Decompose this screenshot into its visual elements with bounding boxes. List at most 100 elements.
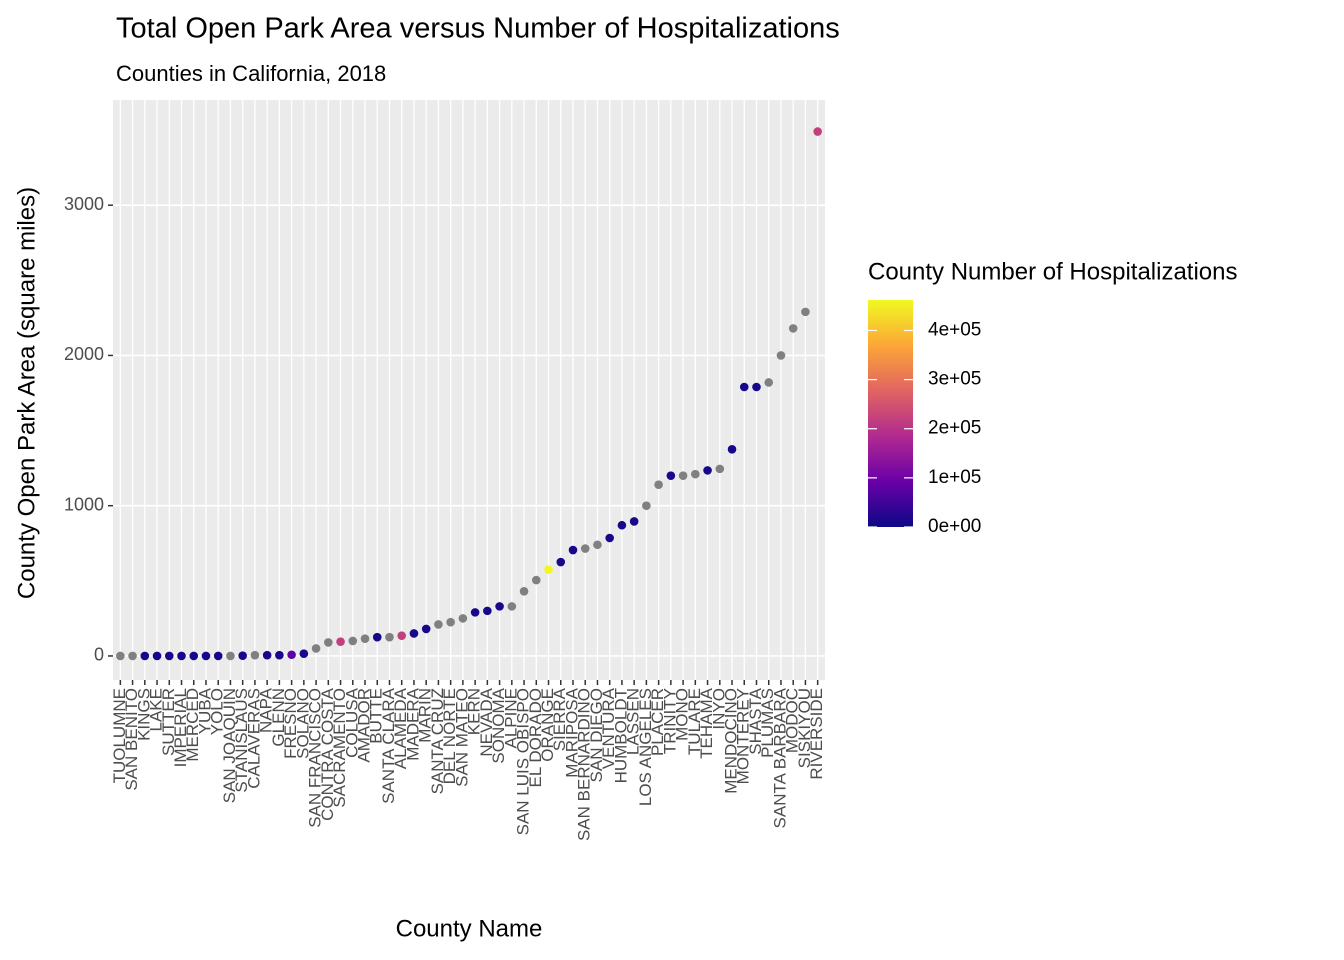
point [507,602,517,611]
x-tick-label: KERN [465,688,484,735]
point [372,632,382,642]
x-tick-label: MENDOCINO [722,688,741,794]
point [275,650,284,660]
x-tick-label: INYO [709,688,728,730]
x-tick-label: SAN BENITO [122,688,141,791]
x-tick-label: MODOC [783,688,802,753]
x-tick-label: KINGS [134,688,153,741]
point [238,651,247,660]
x-tick-label: SAN MATEO [452,688,471,787]
x-tick-label: SIERRA [550,687,569,751]
point [262,650,272,660]
panel [113,100,825,680]
point [788,324,798,333]
y-tick-label: 1000 [64,494,104,514]
point [483,606,492,616]
x-tick-label: STANISLAUS [232,688,251,793]
point [801,307,810,317]
point [727,445,737,454]
x-tick-label: LASSEN [624,688,643,755]
point [764,378,774,387]
colorbar-label: 3e+05 [928,369,981,390]
x-tick-label: LOS ANGELES [636,688,655,806]
point [678,471,688,480]
x-tick-label: SAN LUIS OBISPO [514,688,533,835]
point [397,631,407,640]
x-tick-label: ORANGE [538,688,557,762]
point [128,651,137,661]
chart-subtitle: Counties in California, 2018 [116,61,386,86]
colorbar-label: 4e+05 [928,319,981,340]
x-tick-label: MARIN [416,688,435,743]
x-tick-label: CONTRA COSTA [318,687,337,821]
colorbar [868,300,913,527]
x-tick-label: HUMBOLDT [611,688,630,783]
x-tick-label: ALPINE [501,688,520,748]
x-tick-label: YUBA [195,687,214,734]
point [201,651,211,661]
point [642,501,651,510]
point [226,651,235,661]
x-tick-label: LAKE [147,688,166,731]
point [666,471,676,480]
point [703,466,712,475]
x-tick-label: SAN DIEGO [587,688,606,782]
x-tick-label: DEL NORTE [440,688,459,784]
x-tick-label: SAN BERNARDINO [575,688,594,841]
colorbar-label: 2e+05 [928,418,981,439]
point [629,517,639,526]
point [434,620,443,629]
x-tick-label: PLACER [648,688,667,756]
x-tick-label: SOLANO [293,688,312,759]
x-tick-label: ALAMEDA [391,687,410,769]
x-tick-label: RIVERSIDE [807,688,826,780]
x-tick-label: NAPA [257,687,276,733]
x-tick-label: SANTA CRUZ [428,688,447,794]
point [152,651,162,661]
point [299,649,309,659]
x-tick-label: SISKIYOU [795,688,814,768]
x-tick-label: TEHAMA [697,687,716,759]
x-tick-label: YOLO [208,688,227,735]
point [580,544,590,553]
x-tick-label: IMPERIAL [171,688,190,767]
x-tick-label: SHASTA [746,687,765,754]
point [654,480,663,489]
x-tick-label: NEVADA [477,687,496,756]
x-tick-label: MONTEREY [734,688,753,784]
point [776,351,786,360]
x-tick-label: SAN FRANCISCO [306,688,325,828]
point [544,565,553,574]
point [348,636,358,646]
x-tick-label: AMADOR [354,688,373,763]
point [568,545,578,555]
point [164,651,174,661]
point [739,382,749,392]
x-tick-label: GLENN [269,688,288,747]
point [385,632,394,642]
point [189,651,199,661]
x-tick-label: TRINITY [660,688,679,754]
colorbar-label: 1e+05 [928,467,981,488]
point [116,651,125,661]
point [519,587,529,596]
point [336,637,345,646]
y-tick-label: 2000 [64,344,104,364]
point [593,540,602,550]
point [752,382,761,392]
x-tick-label: MERCED [183,688,202,762]
point [177,651,186,661]
x-tick-label: SAN JOAQUIN [220,688,239,803]
y-tick-label: 3000 [64,194,104,214]
x-tick-label: SONOMA [489,687,508,763]
x-tick-label: SANTA CLARA [379,687,398,804]
point [324,638,333,647]
x-tick-label: MADERA [403,687,422,760]
x-axis-title: County Name [396,915,543,942]
point [556,557,566,567]
point [458,614,468,623]
point [213,651,223,661]
legend-title: County Number of Hospitalizations [868,258,1238,285]
x-tick-label: BUTTE [367,688,386,744]
point [691,469,700,479]
